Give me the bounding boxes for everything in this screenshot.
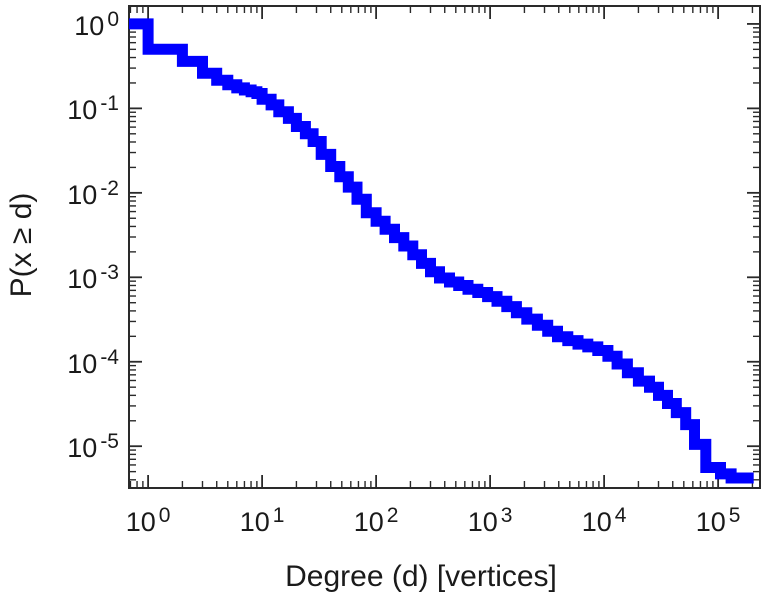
x-tick-label: 10 2: [353, 504, 399, 537]
y-tick-label: 10 -4: [67, 345, 119, 379]
y-tick-label: 10 -3: [67, 261, 119, 295]
x-tick-label: 10 5: [695, 504, 741, 537]
y-ticks: [129, 23, 760, 481]
x-axis-title: Degree (d) [vertices]: [285, 560, 557, 593]
x-tick-label: 10 3: [467, 504, 513, 537]
data-curve: [129, 18, 754, 484]
x-tick-label: 10 4: [581, 504, 627, 537]
y-tick-label: 10 0: [74, 7, 119, 41]
x-tick-label: 10 0: [125, 504, 171, 537]
plot-frame: [128, 5, 761, 489]
y-tick-label: 10 -2: [67, 176, 119, 210]
y-tick-label: 10 -1: [67, 92, 119, 126]
y-tick-label: 10 -5: [67, 430, 119, 464]
x-tick-label: 10 1: [239, 504, 285, 537]
y-axis-title: P(x ≥ d): [5, 192, 38, 298]
x-ticks: [129, 6, 754, 488]
